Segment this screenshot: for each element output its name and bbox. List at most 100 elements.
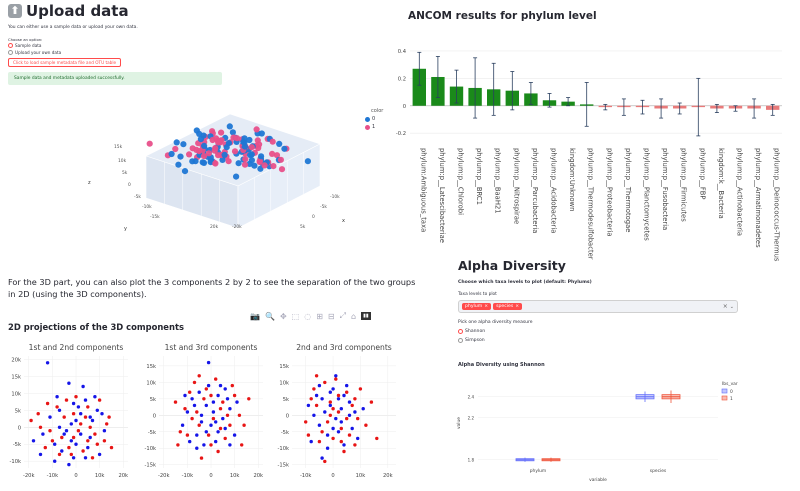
pca-point (278, 166, 286, 173)
x-tick-label: 20k (253, 473, 263, 479)
clear-all-icon[interactable]: × (722, 303, 728, 310)
camera-icon[interactable]: 📷 (250, 311, 260, 321)
scatter-point (81, 449, 85, 453)
x-tick-label: phylum:p__Firmicutes (680, 148, 688, 222)
scatter-point (86, 445, 90, 450)
autoscale-icon[interactable]: ⤢ (339, 311, 346, 320)
scatter-point (69, 422, 74, 426)
scatter-point (339, 439, 343, 444)
scatter-point (325, 446, 330, 450)
box-select-icon[interactable]: ⬚ (291, 311, 300, 321)
radio-selected-icon[interactable] (458, 329, 463, 334)
alpha-box-plot[interactable]: 1.8 2.2 2.4 value phylum species variable Ibs_v… (450, 375, 750, 487)
pan-icon[interactable]: ✥ (279, 311, 287, 321)
pca-point (241, 135, 248, 142)
scatter-point (350, 403, 354, 408)
pca-point (276, 140, 283, 147)
y-tick-label: 5k (283, 397, 289, 403)
y-tick-label: 10k (11, 391, 21, 397)
axis-tick-label: -5k (320, 204, 327, 210)
taxa-multiselect[interactable]: phylum × species × × ⌄ (458, 300, 738, 313)
upload-intro: You can either use a sample data or uplo… (8, 25, 138, 30)
upload-title-text: Upload data (26, 2, 129, 20)
scatter-point (247, 397, 251, 401)
tag-species[interactable]: species × (493, 303, 523, 310)
scatter-point (211, 400, 216, 404)
projections-title: 2D projections of the 3D components (8, 322, 184, 332)
radio-selected-icon[interactable] (8, 43, 13, 48)
pca-legend-item-0[interactable]: 0 (365, 116, 375, 122)
scatter-point (353, 410, 357, 414)
scatter-point (183, 393, 187, 398)
scatter-point (235, 400, 239, 404)
scatter-point (31, 439, 36, 443)
scatter-point (79, 432, 83, 436)
axis-tick-label: 10k (118, 158, 127, 164)
scatter-point (64, 429, 69, 433)
projection-plot-2-3[interactable]: 2nd and 3rd components 15k 10k 5k 0 -5k -10k -1… (268, 338, 403, 491)
scatter-point (62, 415, 66, 419)
radio-upload-own[interactable]: Upload your own data (8, 50, 61, 55)
projection-plot-1-2[interactable]: 1st and 2nd components 20k 15k 10k 5k 0 -5k -10… (0, 338, 135, 491)
scatter-point (209, 443, 213, 447)
radio-unselected-icon[interactable] (458, 338, 463, 343)
home-icon[interactable]: ⌂ (351, 311, 357, 321)
ancom-bar-chart[interactable]: 0.4 0.2 0 -0.2 phylum:Ambiguous_taxa phylum:p… (380, 30, 790, 266)
scatter-point (312, 413, 316, 417)
y-tick-label: 0.4 (398, 49, 407, 55)
scatter-point (218, 407, 223, 411)
scatter-point (188, 390, 192, 394)
y-tick-label: -5k (148, 430, 156, 436)
tag-label: species (496, 304, 514, 309)
remove-tag-icon[interactable]: × (515, 304, 520, 309)
scatter-point (95, 408, 100, 412)
plotly-logo-icon[interactable]: ▮▮ (361, 312, 371, 320)
radio-shannon[interactable]: Shannon (458, 329, 485, 334)
scatter-point (306, 433, 311, 437)
zoom-out-icon[interactable]: ⊟ (327, 311, 335, 321)
legend-dot-icon (365, 116, 370, 122)
projection-plot-1-3[interactable]: 1st and 3rd components 15k 10k 5k 0 -5k -10k -1… (135, 338, 270, 491)
radio-simpson[interactable]: Simpson (458, 338, 485, 343)
scatter-point (218, 426, 223, 431)
scatter-point (97, 452, 102, 457)
radio-sample-data[interactable]: Sample data (8, 43, 41, 48)
pca-point (241, 161, 249, 168)
pca-point (189, 145, 196, 152)
upload-icon: ⬆ (8, 4, 22, 18)
load-sample-button[interactable]: Click to load sample metadata file and O… (8, 58, 122, 67)
scatter-point (55, 405, 59, 409)
radio-unselected-icon[interactable] (8, 50, 13, 55)
scatter-point (347, 413, 352, 417)
chevron-down-icon[interactable]: ⌄ (729, 303, 734, 310)
lasso-icon[interactable]: ◌ (304, 311, 312, 321)
zoom-icon[interactable]: 🔍 (264, 311, 275, 321)
pca-point (261, 162, 268, 169)
pca-point (269, 138, 276, 145)
y-tick-label: -10k (145, 446, 156, 452)
remove-tag-icon[interactable]: × (484, 304, 489, 309)
scatter-point (97, 398, 102, 402)
scatter-point (38, 452, 43, 457)
scatter-point (314, 374, 319, 378)
scatter-point (336, 410, 341, 414)
scatter-point (48, 429, 52, 433)
pca-legend-item-1[interactable]: 1 (365, 124, 375, 130)
y-tick-label: -10k (278, 446, 289, 452)
scatter-point (228, 443, 232, 447)
scatter-point (242, 423, 246, 427)
x-tick-label: 0 (331, 473, 334, 479)
pca-point (226, 123, 233, 130)
scatter-point (178, 430, 182, 434)
scatter-point (356, 416, 360, 421)
scatter-point (102, 429, 107, 433)
projection-title: 1st and 3rd components (165, 343, 258, 352)
pca-point (146, 140, 153, 147)
zoom-in-icon[interactable]: ⊞ (316, 311, 323, 321)
tag-phylum[interactable]: phylum × (462, 303, 492, 310)
taxa-label: Taxa levels to plot (458, 292, 497, 297)
scatter-point (216, 430, 220, 434)
scatter-point (334, 377, 338, 381)
box-plot-area (478, 381, 718, 465)
